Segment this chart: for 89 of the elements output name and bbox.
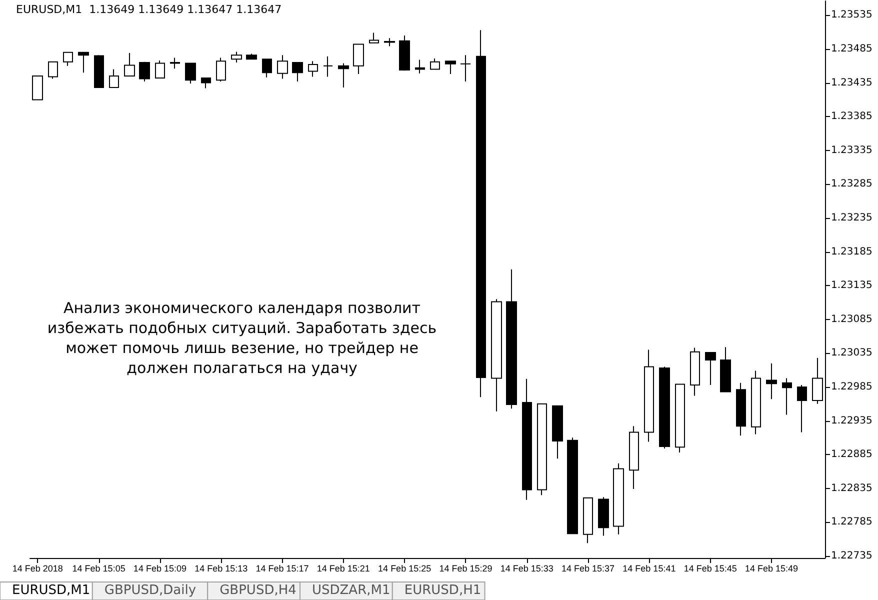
candlestick (644, 349, 654, 442)
candlestick (812, 357, 823, 404)
candlestick (613, 462, 624, 535)
x-tick-label: 14 Feb 15:09 (133, 564, 186, 574)
y-tick-label: 1.23085 (831, 314, 872, 325)
x-tick-label: 14 Feb 15:29 (439, 564, 492, 574)
chart-title: EURUSD,M1 1.13649 1.13649 1.13647 1.13647 (16, 3, 282, 16)
candlestick (537, 403, 547, 496)
candlestick (690, 347, 700, 396)
candlestick (48, 61, 58, 80)
y-tick-label: 1.23535 (831, 10, 872, 21)
candlestick (369, 32, 379, 44)
candlestick (109, 68, 119, 88)
candlestick (659, 366, 670, 449)
candlestick (629, 426, 639, 490)
candlestick (384, 38, 395, 47)
candlestick (124, 52, 135, 77)
candlestick (720, 346, 731, 392)
x-tick-label: 14 Feb 15:17 (256, 564, 309, 574)
text: USDZAR,M1 (312, 583, 390, 598)
text: GBPUSD,Daily (104, 583, 196, 598)
candlestick (415, 59, 425, 74)
candlestick (583, 497, 593, 544)
y-tick-label: 1.23435 (831, 77, 872, 88)
candlestick (32, 76, 43, 100)
candlestick (63, 52, 73, 66)
annotation: Анализ экономического календаря позволит избежать подобных ситуаций. Заработать здесь может помочь лишь везение, но трейдер не должен полагаться на удачу (47, 299, 437, 377)
x-tick-label: 14 Feb 15:13 (194, 564, 248, 574)
candlestick (139, 61, 150, 82)
x-tick-label: 14 Feb 15:45 (684, 564, 737, 574)
x-tick-label: 14 Feb 15:49 (744, 564, 798, 574)
candlestick (598, 496, 609, 536)
candlestick (476, 30, 486, 398)
candlestick (216, 57, 226, 82)
candlestick (277, 54, 288, 80)
y-tick-label: 1.22785 (831, 516, 872, 528)
candlestick (491, 298, 502, 412)
x-tick-label: 14 Feb 15:21 (316, 564, 370, 574)
x-tick-label: 14 Feb 15:33 (500, 564, 554, 574)
candlestick (308, 60, 318, 78)
candlestick (567, 437, 578, 534)
x-tick-label: 14 Feb 15:05 (72, 564, 126, 574)
candlestick (766, 362, 777, 400)
candlestick (797, 384, 807, 433)
text: EURUSD,H1 (404, 583, 482, 598)
y-tick-label: 1.22735 (831, 550, 872, 562)
y-tick-label: 1.23135 (831, 280, 872, 292)
candlestick (246, 53, 257, 60)
text: EURUSD,M1 (12, 583, 90, 598)
candlestick (430, 58, 440, 70)
candlestick (155, 60, 165, 79)
candlestick (736, 382, 746, 436)
y-tick-label: 1.23185 (831, 246, 872, 258)
y-tick-label: 1.23285 (831, 178, 872, 190)
y-tick-label: 1.23335 (831, 144, 872, 156)
candlestick (338, 62, 349, 88)
candlestick (292, 62, 303, 82)
candlestick (782, 378, 792, 416)
candlestick (78, 52, 89, 74)
candlestick (552, 405, 563, 460)
candlestick (399, 34, 410, 72)
y-tick-label: 1.22835 (831, 482, 872, 494)
y-tick-label: 1.22885 (831, 449, 872, 460)
candlestick (675, 384, 685, 454)
candlestick (445, 60, 456, 75)
candlestick (353, 44, 364, 75)
y-tick-label: 1.23485 (831, 43, 872, 54)
y-tick-label: 1.23035 (831, 348, 872, 359)
candlestick (201, 78, 211, 89)
text: GBPUSD,H4 (220, 583, 296, 598)
x-tick-label: 14 Feb 2018 (12, 564, 63, 574)
candlestick (170, 57, 180, 70)
x-tick-label: 14 Feb 15:25 (378, 564, 432, 574)
candlestick (506, 268, 517, 410)
y-tick-label: 1.23235 (831, 212, 872, 224)
x-tick-label: 14 Feb 15:41 (622, 564, 676, 574)
candlestick (460, 54, 471, 82)
candlestick (94, 54, 104, 88)
x-tick-label: 14 Feb 15:37 (562, 564, 615, 574)
candlestick (751, 370, 761, 435)
candlestick (522, 378, 532, 500)
y-tick-label: 1.22985 (831, 381, 872, 392)
candlestick (185, 62, 196, 84)
candlestick (705, 352, 716, 386)
y-tick-label: 1.22935 (831, 415, 872, 426)
candlestick (262, 58, 272, 78)
candlestick (323, 56, 333, 78)
candlestick (231, 51, 242, 64)
y-tick-label: 1.23385 (831, 111, 872, 122)
